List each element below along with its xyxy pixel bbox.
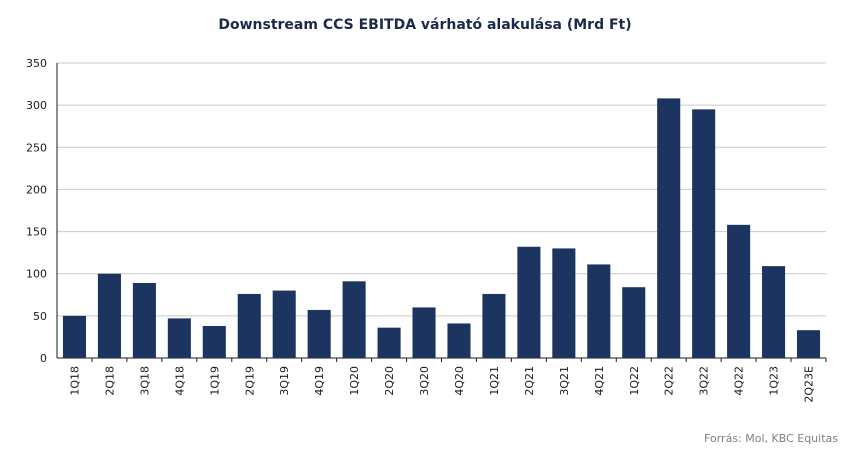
x-tick-label: 1Q20	[348, 366, 361, 396]
x-tick-label: 2Q19	[243, 366, 256, 396]
y-tick-label: 0	[40, 352, 47, 365]
x-tick-label: 3Q19	[278, 366, 291, 396]
x-tick-label: 2Q21	[523, 366, 536, 396]
x-tick-label: 2Q18	[103, 366, 116, 396]
bar	[97, 273, 121, 358]
bar	[796, 330, 821, 358]
bar	[412, 307, 436, 358]
bar	[342, 281, 366, 358]
bar	[167, 318, 191, 358]
x-tick-label: 2Q22	[663, 366, 676, 396]
bar	[727, 224, 751, 358]
x-tick-label: 4Q19	[313, 366, 326, 396]
y-tick-label: 50	[33, 310, 47, 323]
bar	[132, 282, 156, 358]
bar	[692, 109, 716, 358]
y-tick-label: 350	[26, 57, 47, 70]
y-tick-label: 200	[26, 183, 47, 196]
bar	[62, 315, 87, 358]
y-tick-label: 300	[26, 99, 47, 112]
bar	[517, 246, 541, 358]
x-tick-label: 3Q20	[418, 366, 431, 396]
x-tick-label: 1Q18	[68, 366, 81, 396]
bar	[447, 323, 471, 358]
bar	[762, 266, 786, 358]
y-tick-label: 100	[26, 268, 47, 281]
bar	[202, 325, 226, 358]
bar	[587, 264, 611, 358]
x-tick-label: 3Q22	[698, 366, 711, 396]
x-tick-label: 4Q21	[593, 366, 606, 396]
x-tick-label: 1Q22	[628, 366, 641, 396]
x-tick-label: 4Q22	[733, 366, 746, 396]
x-tick-label: 2Q20	[383, 366, 396, 396]
source-note: Forrás: Mol, KBC Equitas	[704, 432, 838, 445]
bar	[552, 248, 576, 358]
bar	[307, 309, 331, 358]
y-tick-label: 250	[26, 141, 47, 154]
x-tick-label: 2Q23E	[803, 366, 816, 403]
x-tick-label: 3Q18	[138, 366, 151, 396]
bar	[482, 293, 506, 358]
x-tick-label: 1Q23	[768, 366, 781, 396]
x-tick-label: 4Q20	[453, 366, 466, 396]
chart-title: Downstream CCS EBITDA várható alakulása …	[218, 17, 632, 33]
y-tick-label: 150	[26, 226, 47, 239]
bar	[622, 287, 646, 358]
bar	[377, 327, 401, 358]
x-tick-label: 1Q19	[208, 366, 221, 396]
x-tick-label: 1Q21	[488, 366, 501, 396]
bar	[272, 290, 296, 358]
bar	[657, 98, 681, 359]
bar	[237, 293, 261, 358]
x-tick-label: 3Q21	[558, 366, 571, 396]
x-tick-label: 4Q18	[173, 366, 186, 396]
